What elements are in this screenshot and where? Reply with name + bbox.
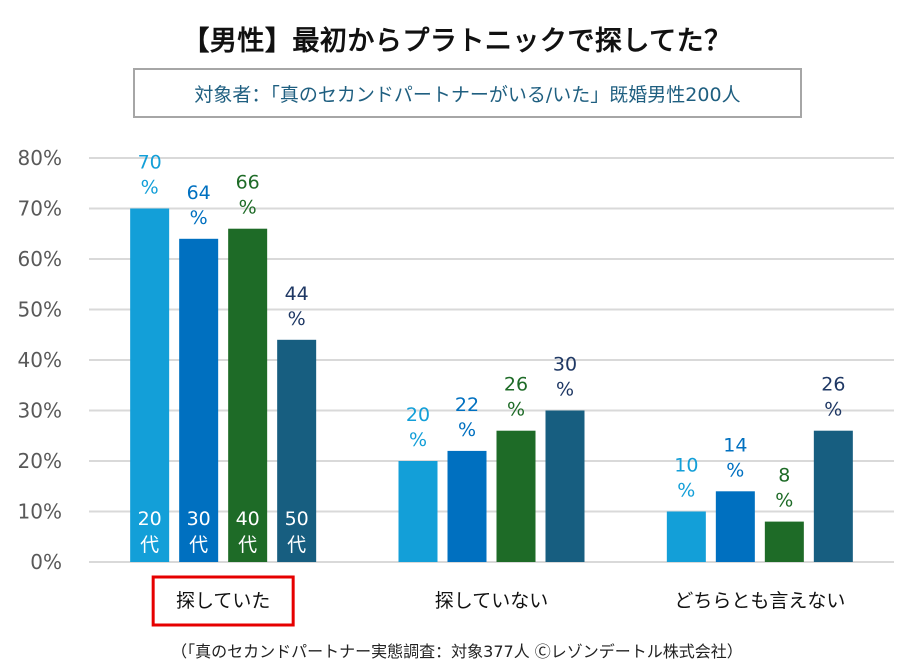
bar: [666, 511, 706, 562]
y-tick-label: 80%: [18, 146, 62, 170]
data-label-value: 26: [504, 374, 528, 396]
series-label-suffix: 代: [189, 534, 208, 556]
data-label-suffix: %: [288, 308, 306, 330]
bar: [179, 238, 219, 563]
bar: [496, 430, 536, 562]
bar: [715, 491, 755, 562]
y-tick-label: 10%: [18, 500, 62, 524]
highlight-box: [151, 575, 295, 627]
y-tick-label: 40%: [18, 348, 62, 372]
series-label-number: 30: [187, 508, 211, 530]
y-tick-label: 30%: [18, 399, 62, 423]
y-axis-ticks: 0% 10% 20% 30% 40% 50% 60% 70% 80%: [18, 146, 62, 574]
series-label-suffix: 代: [287, 534, 306, 556]
series-label-number: 50: [285, 508, 309, 530]
data-label-value: 64: [187, 182, 211, 204]
bar: [813, 430, 853, 562]
bar: [398, 461, 438, 562]
x-category-label: どちらとも言えない: [674, 590, 845, 612]
data-label-suffix: %: [141, 177, 159, 199]
data-label-value: 14: [723, 434, 747, 456]
bar: [277, 339, 317, 562]
data-label-suffix: %: [507, 399, 525, 421]
y-tick-label: 50%: [18, 298, 62, 322]
data-label-value: 70: [138, 152, 162, 174]
data-label-suffix: %: [409, 429, 427, 451]
series-label-number: 40: [236, 508, 260, 530]
x-axis-categories: 探していた 探していない どちらとも言えない: [151, 575, 845, 627]
chart-subtitle: 対象者：「真のセカンドパートナーがいる/いた」既婚男性200人: [194, 83, 741, 106]
data-label-suffix: %: [190, 207, 208, 229]
data-label-value: 8: [778, 465, 790, 487]
data-label-suffix: %: [556, 379, 574, 401]
bar: [130, 208, 170, 562]
bar: [764, 521, 804, 562]
data-label-value: 22: [455, 394, 479, 416]
y-tick-label: 20%: [18, 449, 62, 473]
data-label-suffix: %: [458, 419, 476, 441]
data-label-suffix: %: [239, 197, 257, 219]
y-tick-label: 60%: [18, 247, 62, 271]
gridlines: [89, 157, 894, 563]
chart-title: 【男性】最初からプラトニックで探してた？: [182, 26, 732, 57]
bar: [545, 410, 585, 562]
subtitle-box: 対象者：「真のセカンドパートナーがいる/いた」既婚男性200人: [133, 68, 802, 118]
data-label-value: 20: [406, 404, 430, 426]
x-category-label: 探していない: [435, 590, 548, 612]
data-labels: 70% 20 代 64% 30 代 66% 40 代 44% 50 代 20% 22% 26% 30% 10% 1…: [138, 152, 846, 557]
y-tick-label: 0%: [30, 550, 62, 574]
data-label-value: 66: [236, 172, 260, 194]
bar: [447, 450, 487, 562]
data-label-value: 26: [821, 374, 845, 396]
data-label-suffix: %: [726, 459, 744, 481]
series-label-suffix: 代: [238, 534, 257, 556]
data-label-value: 44: [285, 283, 309, 305]
data-label-suffix: %: [775, 490, 793, 512]
data-label-suffix: %: [824, 399, 842, 421]
x-category-label: 探していた: [176, 590, 270, 612]
source-footnote: （「真のセカンドパートナー実態調査：対象377人 Ⓒレゾンデートル株式会社）: [171, 642, 743, 661]
data-label-value: 10: [674, 455, 698, 477]
series-label-number: 20: [138, 508, 162, 530]
data-label-suffix: %: [677, 480, 695, 502]
y-tick-label: 70%: [18, 197, 62, 221]
series-label-suffix: 代: [140, 534, 159, 556]
data-label-value: 30: [553, 354, 577, 376]
bar: [228, 228, 268, 562]
bars: [130, 208, 853, 563]
